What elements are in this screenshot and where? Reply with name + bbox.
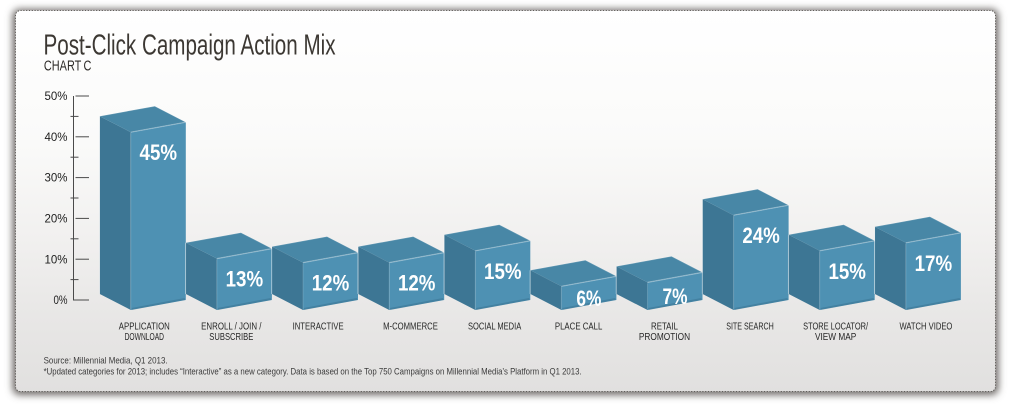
svg-text:0%: 0% — [54, 295, 68, 307]
svg-text:M-COMMERCE: M-COMMERCE — [383, 322, 438, 333]
svg-text:PROMOTION: PROMOTION — [639, 332, 690, 343]
svg-text:DOWNLOAD: DOWNLOAD — [125, 332, 164, 343]
svg-text:40%: 40% — [45, 132, 68, 144]
svg-text:6%: 6% — [576, 286, 601, 311]
svg-text:STORE LOCATOR/: STORE LOCATOR/ — [803, 322, 868, 333]
svg-text:*Updated categories for 2013;: *Updated categories for 2013; includes “… — [44, 367, 582, 377]
svg-text:Source: Millennial Media, Q1 2: Source: Millennial Media, Q1 2013. — [44, 356, 168, 366]
svg-text:13%: 13% — [226, 267, 264, 292]
svg-text:ENROLL / JOIN /: ENROLL / JOIN / — [201, 322, 261, 333]
svg-text:15%: 15% — [828, 259, 866, 284]
svg-text:10%: 10% — [45, 254, 68, 266]
svg-text:INTERACTIVE: INTERACTIVE — [293, 322, 344, 333]
svg-text:Post-Click Campaign Action Mix: Post-Click Campaign Action Mix — [44, 30, 336, 62]
svg-text:SUBSCRIBE: SUBSCRIBE — [209, 332, 253, 343]
svg-text:CHART C: CHART C — [44, 58, 92, 75]
svg-text:45%: 45% — [140, 140, 178, 165]
svg-text:30%: 30% — [45, 173, 68, 185]
svg-text:24%: 24% — [742, 223, 780, 248]
svg-text:12%: 12% — [398, 271, 436, 296]
svg-text:20%: 20% — [45, 214, 68, 226]
svg-text:RETAIL: RETAIL — [651, 322, 678, 333]
svg-text:APPLICATION: APPLICATION — [119, 322, 170, 333]
svg-text:VIEW MAP: VIEW MAP — [815, 332, 857, 343]
svg-text:50%: 50% — [45, 91, 68, 103]
svg-text:12%: 12% — [312, 271, 350, 296]
svg-text:WATCH VIDEO: WATCH VIDEO — [899, 322, 952, 333]
svg-text:PLACE CALL: PLACE CALL — [555, 322, 603, 333]
svg-text:SITE SEARCH: SITE SEARCH — [726, 322, 774, 333]
svg-text:17%: 17% — [915, 251, 953, 276]
svg-text:SOCIAL MEDIA: SOCIAL MEDIA — [468, 322, 522, 333]
svg-text:7%: 7% — [663, 284, 688, 309]
svg-text:15%: 15% — [484, 259, 522, 284]
